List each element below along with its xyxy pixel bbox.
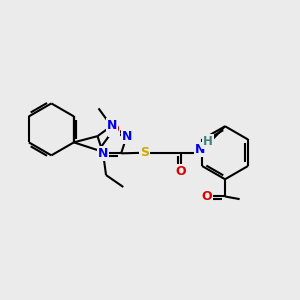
Text: N: N	[122, 130, 132, 143]
Text: O: O	[202, 190, 212, 203]
Text: H: H	[203, 135, 213, 148]
Text: O: O	[176, 165, 186, 178]
Text: N: N	[98, 147, 108, 160]
Text: O: O	[109, 123, 119, 136]
Text: S: S	[140, 146, 149, 159]
Text: N: N	[107, 119, 117, 132]
Text: N: N	[195, 143, 205, 156]
